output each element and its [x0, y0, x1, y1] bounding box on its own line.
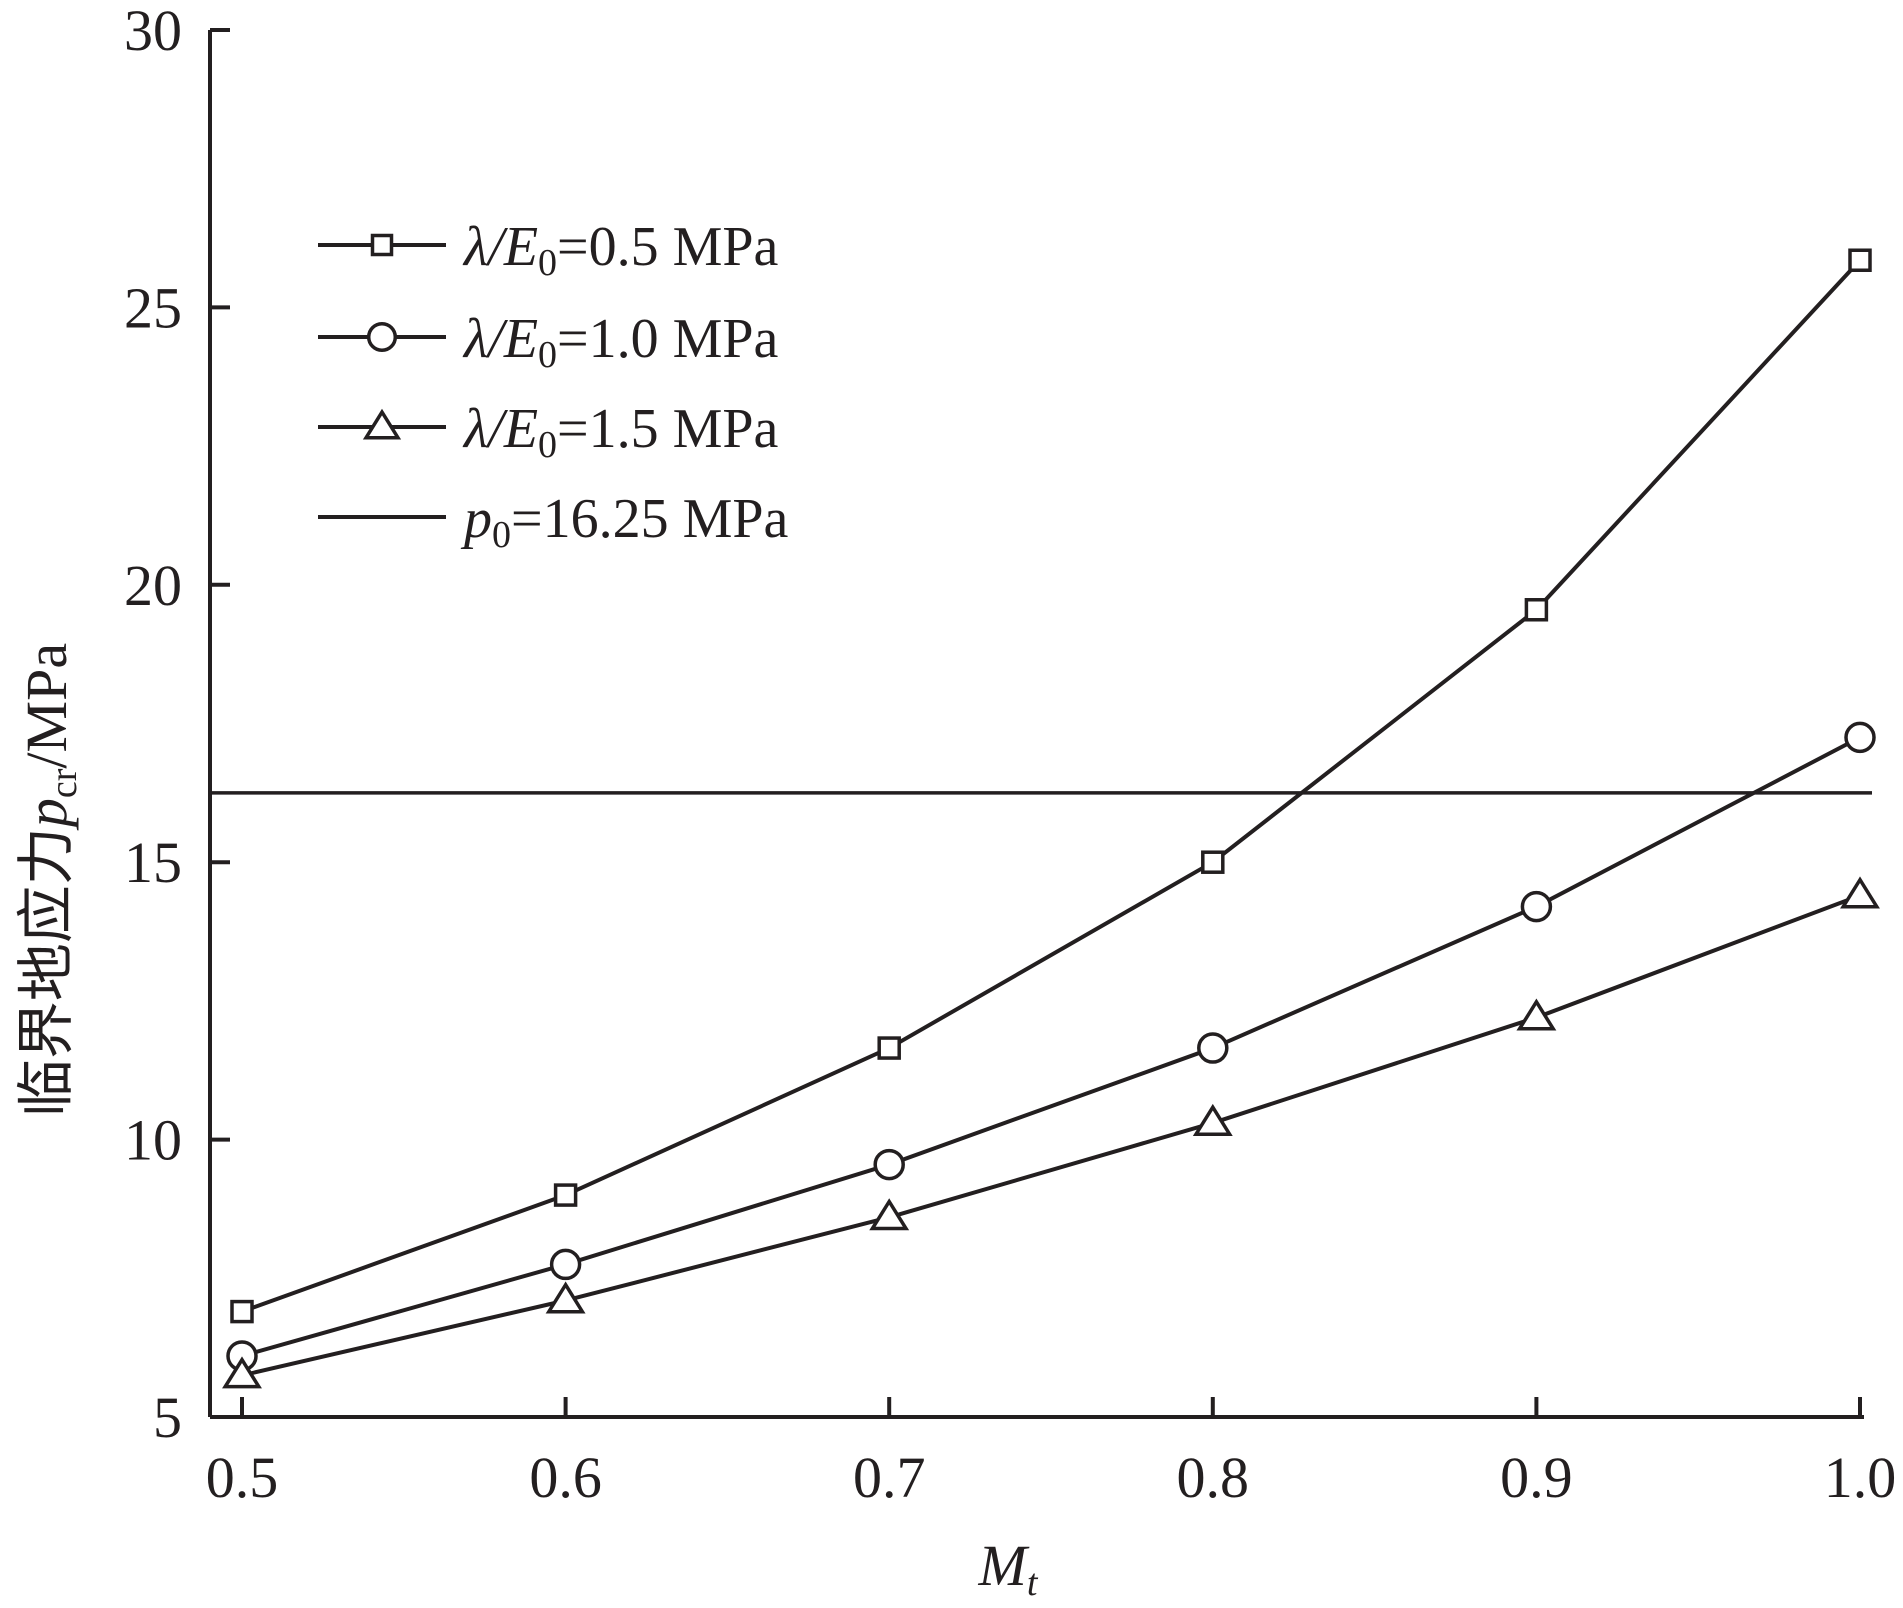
y-axis-title-suffix: /MPa — [14, 643, 79, 769]
series-3 — [222, 876, 1880, 1389]
data-point-triangle — [545, 1281, 586, 1314]
data-point-square — [877, 1036, 901, 1060]
x-tick-label: 0.6 — [529, 1445, 602, 1510]
y-tick-label: 10 — [124, 1108, 182, 1173]
data-point-triangle — [1840, 876, 1880, 909]
series-1 — [230, 248, 1872, 1324]
data-point-square — [230, 1299, 254, 1324]
data-point-circle — [1197, 1032, 1229, 1064]
data-point-triangle — [869, 1198, 910, 1231]
y-tick-label: 20 — [124, 553, 182, 618]
legend-item-1: λ/E0=0.5 MPa — [318, 216, 779, 284]
y-axis-title: 临界地应力pcr/MPa — [14, 643, 85, 1117]
data-point-square — [1848, 248, 1872, 272]
series-2 — [226, 721, 1876, 1372]
legend-label: λ/E0=1.5 MPa — [462, 398, 779, 466]
legend-item-2: λ/E0=1.0 MPa — [318, 308, 779, 376]
x-tick-label: 0.7 — [853, 1445, 926, 1510]
y-axis-title-symbol: p — [14, 798, 79, 831]
x-axis-title: Mt — [978, 1533, 1039, 1604]
legend-item-4: p0=16.25 MPa — [318, 488, 789, 556]
legend: λ/E0=0.5 MPa λ/E0=1.0 MPa λ/E0=1.5 MPa p0=1… — [318, 216, 789, 556]
data-point-circle — [549, 1248, 582, 1281]
x-axis-title-sub: t — [1027, 1562, 1039, 1604]
data-point-square — [1524, 598, 1549, 622]
y-tick-label: 25 — [124, 275, 182, 340]
y-axis-title-sub: cr — [43, 768, 85, 798]
data-point-circle — [1844, 721, 1876, 754]
series-layer — [222, 248, 1880, 1389]
x-tick-label: 0.5 — [206, 1445, 279, 1510]
legend-item-3: λ/E0=1.5 MPa — [318, 398, 779, 466]
series-line — [241, 893, 1861, 1378]
x-axis-title-main: M — [978, 1533, 1030, 1598]
data-point-circle — [873, 1148, 905, 1181]
legend-marker-circle — [366, 321, 398, 353]
x-tick-label: 1.0 — [1824, 1445, 1897, 1510]
legend-marker-triangle — [362, 408, 402, 440]
data-point-circle — [1520, 890, 1553, 923]
data-point-square — [1201, 850, 1225, 874]
legend-marker-square — [370, 233, 394, 257]
legend-label: λ/E0=0.5 MPa — [462, 216, 779, 284]
y-tick-label: 30 — [124, 0, 182, 63]
series-line — [241, 735, 1861, 1358]
data-point-square — [553, 1183, 578, 1207]
series-line — [241, 258, 1862, 1314]
y-tick-label: 5 — [153, 1385, 182, 1450]
x-tick-label: 0.9 — [1500, 1445, 1573, 1510]
axes: 5 10 15 20 25 30 0.5 0.6 0.7 0.8 0.9 1.0 — [124, 0, 1896, 1510]
x-tick-label: 0.8 — [1177, 1445, 1250, 1510]
y-axis-title-prefix: 临界地应力 — [14, 827, 79, 1117]
legend-label: λ/E0=1.0 MPa — [462, 308, 779, 376]
data-point-triangle — [1192, 1103, 1233, 1136]
data-point-triangle — [1516, 998, 1557, 1031]
legend-label: p0=16.25 MPa — [460, 488, 789, 556]
data-point-triangle — [222, 1356, 262, 1389]
y-tick-label: 15 — [124, 830, 182, 895]
